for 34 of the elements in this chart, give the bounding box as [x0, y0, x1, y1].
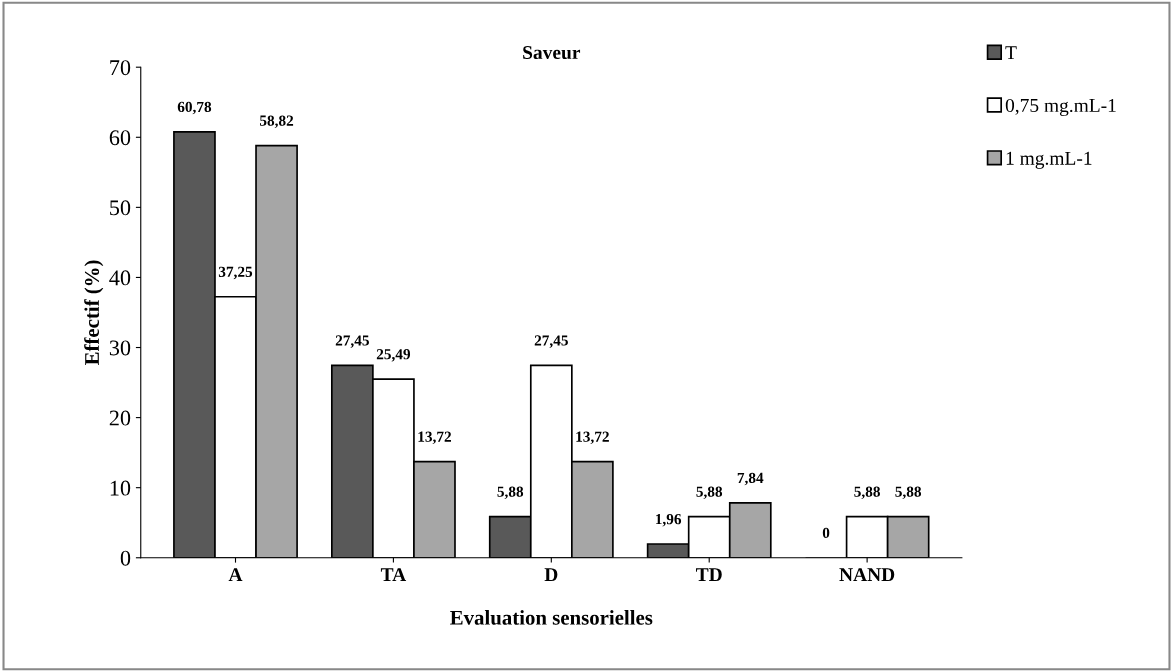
y-tick-label: 20	[109, 410, 131, 426]
data-label: 27,45	[335, 335, 369, 348]
data-label: 5,88	[497, 486, 524, 499]
data-label: 0	[822, 527, 830, 538]
y-axis-title: Effectif (%)	[84, 260, 104, 366]
data-label: 27,45	[534, 335, 568, 348]
data-label: 13,72	[576, 431, 609, 445]
x-tick-label: TA	[380, 568, 407, 581]
data-label: 37,25	[218, 266, 253, 280]
data-label: 5,88	[696, 486, 723, 499]
chart-title: Saveur	[523, 45, 581, 60]
y-tick-label: 0	[120, 550, 131, 566]
legend-label: 1 mg.mL-1	[1006, 151, 1092, 169]
legend-label: T	[1005, 46, 1017, 60]
x-tick-label: TD	[696, 568, 722, 582]
y-tick-label: 50	[110, 200, 131, 216]
data-label: 1,96	[656, 513, 682, 527]
data-label: 60,78	[177, 101, 212, 115]
data-label: 5,88	[895, 486, 922, 499]
y-tick-label: 60	[109, 130, 131, 146]
y-tick-label: 40	[109, 270, 131, 286]
x-tick-label: A	[228, 568, 243, 581]
data-label: 13,72	[418, 431, 451, 445]
data-label: 5,88	[854, 486, 880, 499]
y-tick-label: 70	[110, 60, 131, 76]
data-label: 58,82	[259, 115, 294, 128]
data-label: 7,84	[737, 472, 764, 486]
y-tick-label: 30	[109, 340, 131, 356]
x-tick-label: D	[544, 568, 558, 582]
data-label: 25,49	[376, 349, 411, 362]
x-axis-title: Evaluation sensorielles	[450, 610, 653, 625]
x-tick-label: NAND	[839, 568, 895, 582]
y-tick-label: 10	[110, 480, 131, 496]
legend-label: 0,75 mg.mL-1	[1005, 98, 1116, 117]
